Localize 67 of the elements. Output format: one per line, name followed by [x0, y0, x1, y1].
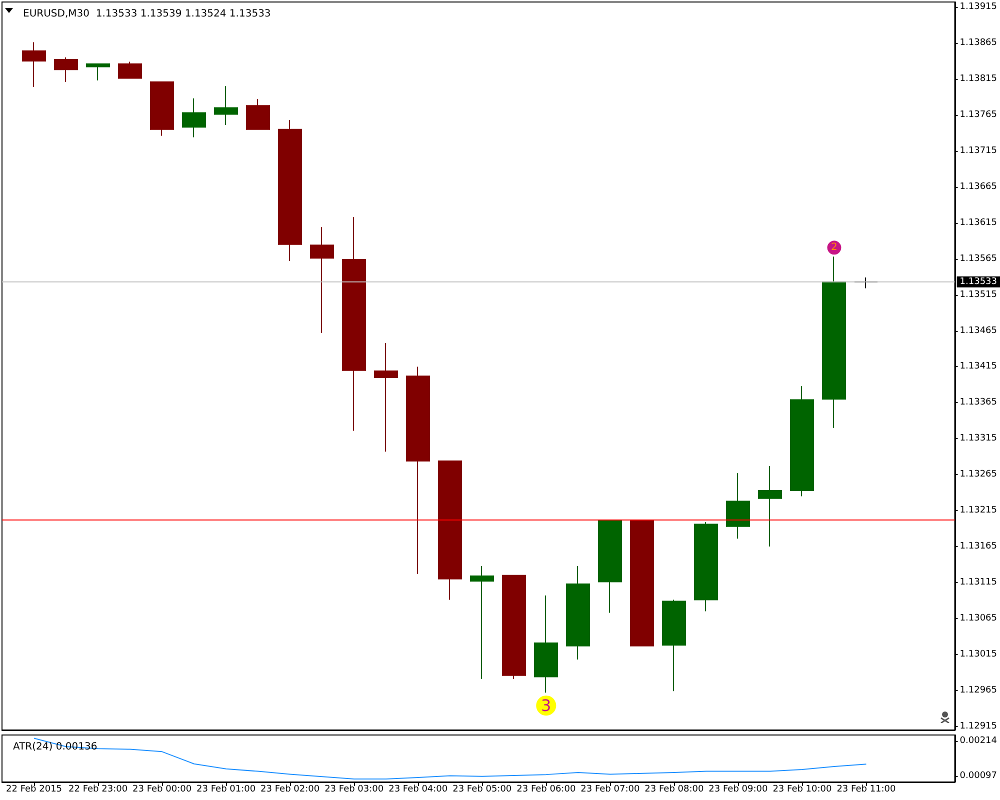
y-tick-label: 1.13065: [960, 614, 997, 624]
y-tick-label: 1.12915: [960, 721, 997, 732]
x-tick-label: 23 Feb 03:00: [324, 784, 384, 794]
candlestick: [54, 56, 78, 82]
x-tick-label: 23 Feb 07:00: [580, 784, 640, 794]
candlestick: [534, 594, 558, 694]
y-tick-label: 1.13265: [960, 470, 997, 480]
x-tick-label: 23 Feb 09:00: [708, 784, 768, 794]
y-tick-label: 1.13815: [960, 74, 997, 84]
candlestick: [246, 98, 270, 130]
candlestick: [310, 226, 334, 334]
candlestick: [790, 386, 814, 497]
candlestick: [438, 460, 462, 600]
candlestick: [726, 472, 750, 540]
y-tick-label: 1.13315: [960, 434, 997, 444]
candlestick: [470, 565, 494, 680]
candlestick: [342, 216, 366, 432]
y-tick-label: 1.12965: [960, 685, 997, 696]
x-tick-label: 23 Feb 00:00: [132, 784, 192, 794]
x-tick-label: 23 Feb 10:00: [772, 784, 832, 794]
x-tick-label: 23 Feb 11:00: [836, 784, 896, 794]
x-tick-label: 23 Feb 02:00: [260, 784, 320, 794]
x-tick-label: 23 Feb 05:00: [452, 784, 512, 794]
y-tick-label: 0.00214: [960, 736, 998, 746]
y-tick-label: 1.13015: [960, 649, 997, 660]
y-tick-label: 1.13365: [960, 398, 997, 408]
x-tick-label: 22 Feb 23:00: [68, 784, 128, 794]
candlestick: [150, 81, 174, 136]
candlestick: [214, 86, 238, 126]
y-tick-label: 1.13465: [960, 326, 997, 336]
y-tick-label: 1.13565: [960, 254, 997, 264]
candlestick: [182, 98, 206, 138]
x-tick-label: 23 Feb 04:00: [388, 784, 448, 794]
candlestick: [662, 599, 686, 692]
candlestick: [374, 342, 398, 452]
candlestick: [502, 574, 526, 680]
candlestick: [566, 565, 590, 660]
y-tick-label: 1.13615: [960, 218, 997, 228]
y-tick-label: 1.13215: [960, 506, 997, 516]
y-tick-label: 1.13765: [960, 110, 997, 120]
candlestick: [406, 366, 430, 574]
candlestick: [630, 519, 654, 646]
x-tick-label: 23 Feb 08:00: [644, 784, 704, 794]
y-tick-label: 1.13865: [960, 38, 997, 48]
text: EURUSD,M30 1.13533 1.13539 1.13524 1.13533: [23, 8, 271, 20]
y-tick-label: 1.13115: [960, 578, 997, 588]
candlestick: [278, 119, 302, 262]
candlestick: [694, 522, 718, 612]
annotation: 3: [541, 696, 552, 716]
y-tick-label: 1.13165: [960, 542, 997, 552]
ref-line-label: 1.13533: [960, 276, 997, 287]
candlestick: [822, 256, 846, 428]
candlestick: [758, 465, 782, 548]
candlestick: [22, 42, 46, 88]
x-tick-label: 23 Feb 01:00: [196, 784, 256, 794]
candlestick: [86, 63, 110, 81]
y-tick-label: 1.13665: [960, 182, 997, 192]
x-tick-label: 23 Feb 06:00: [516, 784, 576, 794]
y-tick-label: 1.13415: [960, 362, 997, 372]
y-tick-label: 1.13915: [960, 2, 997, 12]
x-tick-label: 22 Feb 2015: [6, 784, 62, 794]
candlestick: [118, 61, 142, 79]
y-tick-label: 1.13515: [960, 290, 997, 300]
y-tick-label: 1.13715: [960, 146, 997, 156]
annotation: 2: [831, 242, 838, 254]
y-tick-label: 0.00097: [960, 770, 997, 781]
candlestick: [598, 519, 622, 614]
